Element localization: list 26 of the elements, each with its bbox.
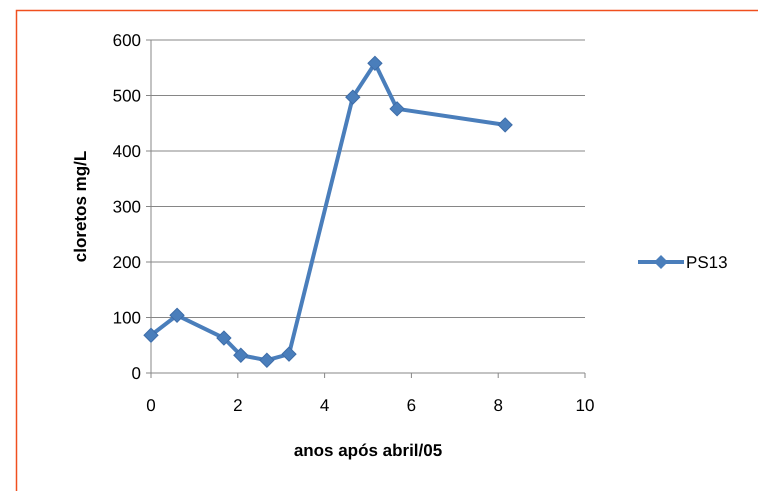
point: [367, 56, 382, 71]
x-tick-label: 2: [233, 396, 243, 415]
y-tick-label: 200: [112, 252, 141, 272]
x-tick-label: 8: [493, 396, 503, 415]
y-tick-label: 100: [112, 308, 141, 328]
y-tick-label: 500: [112, 86, 141, 106]
point: [259, 352, 274, 368]
x-axis-title: anos após abril/05: [294, 441, 442, 460]
y-tick-label: 600: [112, 30, 141, 50]
y-axis-title: cloretos mg/L: [71, 150, 90, 262]
point: [498, 117, 513, 132]
y-tick-label: 400: [112, 142, 141, 161]
point: [345, 90, 360, 105]
point: [390, 101, 405, 116]
y-tick-label: 0: [132, 364, 141, 383]
point: [170, 308, 185, 323]
x-tick-label: 10: [576, 396, 594, 415]
point: [282, 346, 297, 362]
y-tick-label: 300: [112, 197, 141, 216]
legend-label: PS13: [686, 252, 728, 272]
x-tick-label: 6: [406, 396, 416, 415]
point: [233, 348, 248, 363]
point: [144, 328, 158, 343]
x-tick-label: 0: [146, 396, 156, 415]
x-tick-label: 4: [320, 396, 330, 415]
point: [216, 330, 232, 346]
